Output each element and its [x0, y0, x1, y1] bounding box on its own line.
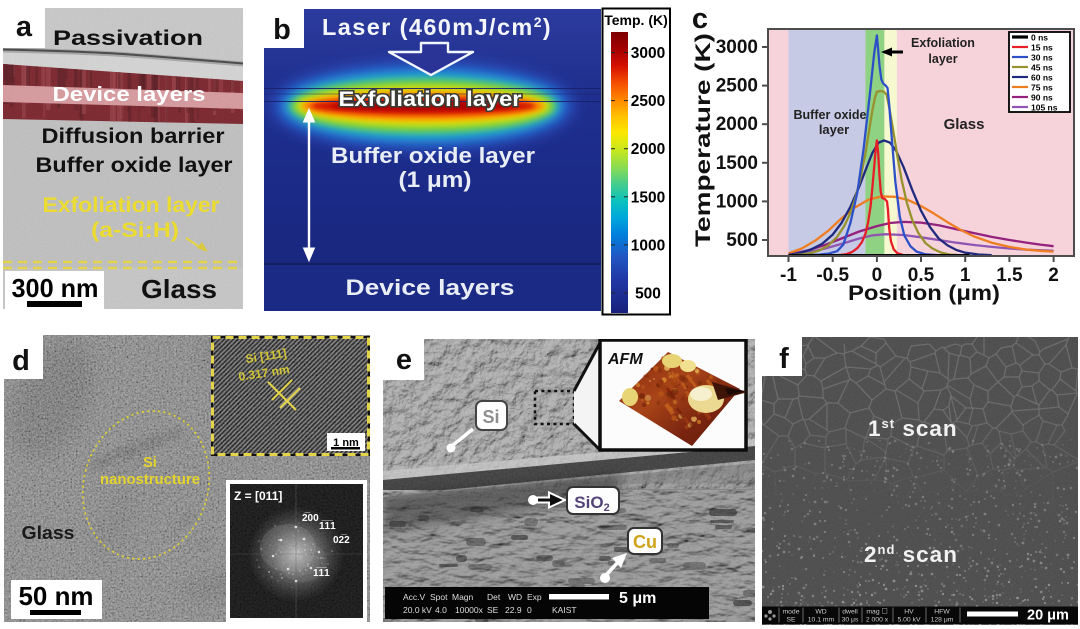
svg-text:d: d [12, 345, 30, 377]
svg-text:2500: 2500 [631, 93, 665, 110]
svg-text:0 ns: 0 ns [1031, 33, 1048, 43]
svg-text:WD: WD [815, 609, 826, 616]
svg-text:e: e [396, 344, 412, 376]
svg-text:90 ns: 90 ns [1031, 93, 1053, 103]
svg-text:1000: 1000 [631, 237, 665, 254]
svg-text:Z = [011]: Z = [011] [234, 489, 282, 503]
svg-text:f: f [779, 343, 789, 375]
svg-text:5 μm: 5 μm [619, 590, 656, 607]
svg-text:Exfoliation layer: Exfoliation layer [43, 194, 220, 217]
svg-text:Passivation: Passivation [53, 27, 203, 50]
svg-text:a: a [16, 11, 33, 43]
svg-text:AFM: AFM [607, 351, 643, 368]
svg-text:Si [111]: Si [111] [244, 346, 287, 366]
svg-text:2: 2 [1048, 265, 1059, 286]
svg-text:2̅00: 2̅00 [302, 512, 319, 524]
svg-text:Det: Det [487, 592, 501, 602]
svg-text:2500: 2500 [716, 76, 758, 97]
svg-text:500: 500 [726, 230, 758, 251]
svg-text:1: 1 [960, 265, 971, 286]
svg-text:1500: 1500 [631, 189, 665, 206]
svg-text:2000: 2000 [631, 141, 665, 158]
svg-text:0: 0 [872, 265, 883, 286]
svg-text:Cu: Cu [633, 532, 657, 552]
svg-text:45 ns: 45 ns [1031, 63, 1053, 73]
svg-text:b: b [273, 14, 291, 46]
svg-text:105 ns: 105 ns [1031, 103, 1058, 113]
svg-text:Exp: Exp [527, 592, 542, 602]
svg-text:1000: 1000 [716, 191, 758, 212]
svg-text:0.5: 0.5 [908, 265, 935, 286]
svg-text:Glass: Glass [141, 274, 217, 304]
svg-text:30 ns: 30 ns [1031, 53, 1053, 63]
svg-text:-0.5: -0.5 [816, 265, 849, 286]
svg-text:2nd scan: 2nd scan [864, 542, 958, 567]
svg-text:(1 μm): (1 μm) [399, 167, 472, 192]
svg-text:2 000 x: 2 000 x [866, 617, 889, 624]
svg-text:02̅2: 02̅2 [333, 534, 350, 546]
svg-text:HFW: HFW [934, 609, 950, 616]
svg-text:Si: Si [143, 455, 157, 471]
svg-text:Magn: Magn [452, 592, 474, 602]
svg-text:dwell: dwell [842, 609, 858, 616]
svg-text:Acc.V: Acc.V [403, 592, 426, 602]
svg-text:layer: layer [819, 122, 849, 137]
svg-text:Exfoliation layer: Exfoliation layer [339, 88, 522, 111]
svg-text:4.0: 4.0 [435, 605, 447, 615]
svg-text:15 ns: 15 ns [1031, 43, 1053, 53]
svg-text:Exfoliation: Exfoliation [911, 36, 975, 50]
svg-text:Diffusion barrier: Diffusion barrier [42, 125, 225, 148]
svg-text:20.0 kV: 20.0 kV [403, 605, 432, 615]
svg-text:Laser (460mJ/cm2): Laser (460mJ/cm2) [322, 14, 552, 40]
svg-text:60 ns: 60 ns [1031, 73, 1053, 83]
svg-text:3000: 3000 [631, 45, 665, 62]
svg-text:1st scan: 1st scan [868, 416, 958, 441]
svg-text:75 ns: 75 ns [1031, 83, 1053, 93]
svg-text:300 nm: 300 nm [12, 273, 99, 303]
svg-text:3000: 3000 [716, 37, 758, 58]
svg-text:nanostructure: nanostructure [100, 472, 200, 488]
svg-text:layer: layer [928, 52, 957, 66]
svg-text:1 nm: 1 nm [333, 437, 359, 449]
svg-text:c: c [692, 3, 708, 35]
svg-text:Temp. (K): Temp. (K) [604, 12, 668, 28]
svg-text:50 nm: 50 nm [19, 581, 94, 611]
svg-text:1̅1̅1: 1̅1̅1 [319, 520, 336, 532]
svg-text:10000x: 10000x [455, 605, 484, 615]
svg-text:Buffer oxide layer: Buffer oxide layer [36, 154, 233, 177]
svg-text:WD: WD [508, 592, 522, 602]
svg-text:1̅1̅1: 1̅1̅1 [313, 567, 330, 579]
svg-text:-1: -1 [780, 265, 797, 286]
svg-text:KAIST: KAIST [552, 605, 577, 615]
svg-text:30 μs: 30 μs [842, 617, 859, 624]
svg-text:22.9: 22.9 [505, 605, 522, 615]
svg-text:SE: SE [487, 605, 499, 615]
svg-text:0: 0 [527, 605, 532, 615]
svg-text:(a-Si:H): (a-Si:H) [91, 219, 179, 242]
svg-text:Buffer oxide: Buffer oxide [794, 107, 867, 122]
svg-text:1.5: 1.5 [996, 265, 1023, 286]
svg-text:Glass: Glass [944, 116, 985, 133]
svg-text:2000: 2000 [716, 114, 758, 135]
svg-text:128 μm: 128 μm [931, 617, 954, 624]
svg-text:10.1 mm: 10.1 mm [808, 617, 835, 624]
svg-text:Glass: Glass [22, 523, 75, 543]
svg-text:5.00 kV: 5.00 kV [897, 617, 921, 624]
svg-text:Position (μm): Position (μm) [848, 282, 1000, 305]
svg-text:Buffer oxide layer: Buffer oxide layer [331, 143, 535, 168]
svg-text:Device layers: Device layers [346, 275, 515, 300]
svg-text:SE: SE [786, 617, 796, 624]
svg-text:500: 500 [635, 286, 661, 303]
svg-text:Temperature (K): Temperature (K) [691, 33, 715, 247]
svg-text:1500: 1500 [716, 153, 758, 174]
svg-text:mag ☐: mag ☐ [866, 608, 887, 616]
svg-text:SiO2: SiO2 [574, 493, 609, 514]
svg-text:20 μm: 20 μm [1027, 608, 1069, 624]
svg-text:Spot: Spot [430, 592, 448, 602]
svg-text:HV: HV [904, 609, 914, 616]
svg-text:Si: Si [482, 407, 499, 427]
svg-text:Device layers: Device layers [53, 84, 206, 106]
svg-text:mode: mode [782, 609, 799, 616]
